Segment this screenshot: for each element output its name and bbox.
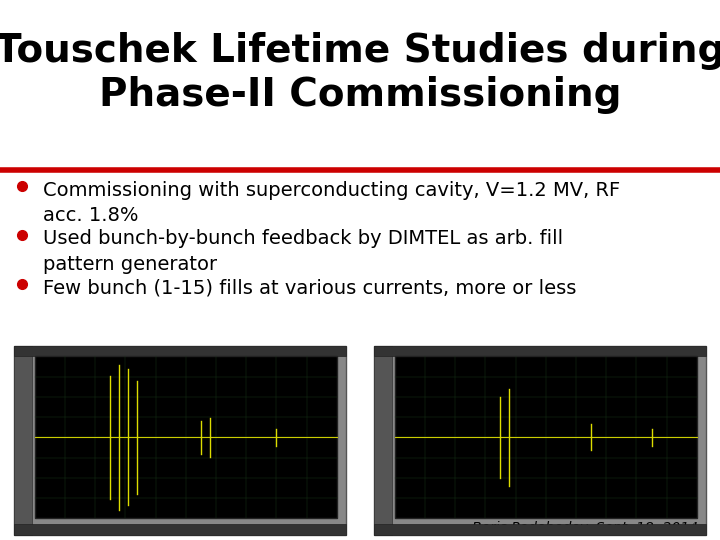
Bar	[14, 524, 346, 535]
Bar	[14, 346, 346, 535]
Bar	[35, 356, 337, 518]
Bar	[395, 356, 697, 518]
Text: Touschek Lifetime Studies during
Phase-II Commissioning: Touschek Lifetime Studies during Phase-I…	[0, 32, 720, 114]
Bar	[374, 346, 706, 535]
Bar	[374, 346, 706, 356]
Bar	[14, 346, 32, 535]
Text: Few bunch (1-15) fills at various currents, more or less: Few bunch (1-15) fills at various curren…	[43, 278, 577, 297]
Bar	[374, 346, 392, 535]
Bar	[14, 346, 346, 356]
Text: Boris Podobedov, Sept. 18, 2014: Boris Podobedov, Sept. 18, 2014	[472, 521, 698, 535]
Text: Commissioning with superconducting cavity, V=1.2 MV, RF
acc. 1.8%: Commissioning with superconducting cavit…	[43, 181, 621, 225]
Bar	[374, 524, 706, 535]
Text: Used bunch-by-bunch feedback by DIMTEL as arb. fill
pattern generator: Used bunch-by-bunch feedback by DIMTEL a…	[43, 230, 563, 273]
